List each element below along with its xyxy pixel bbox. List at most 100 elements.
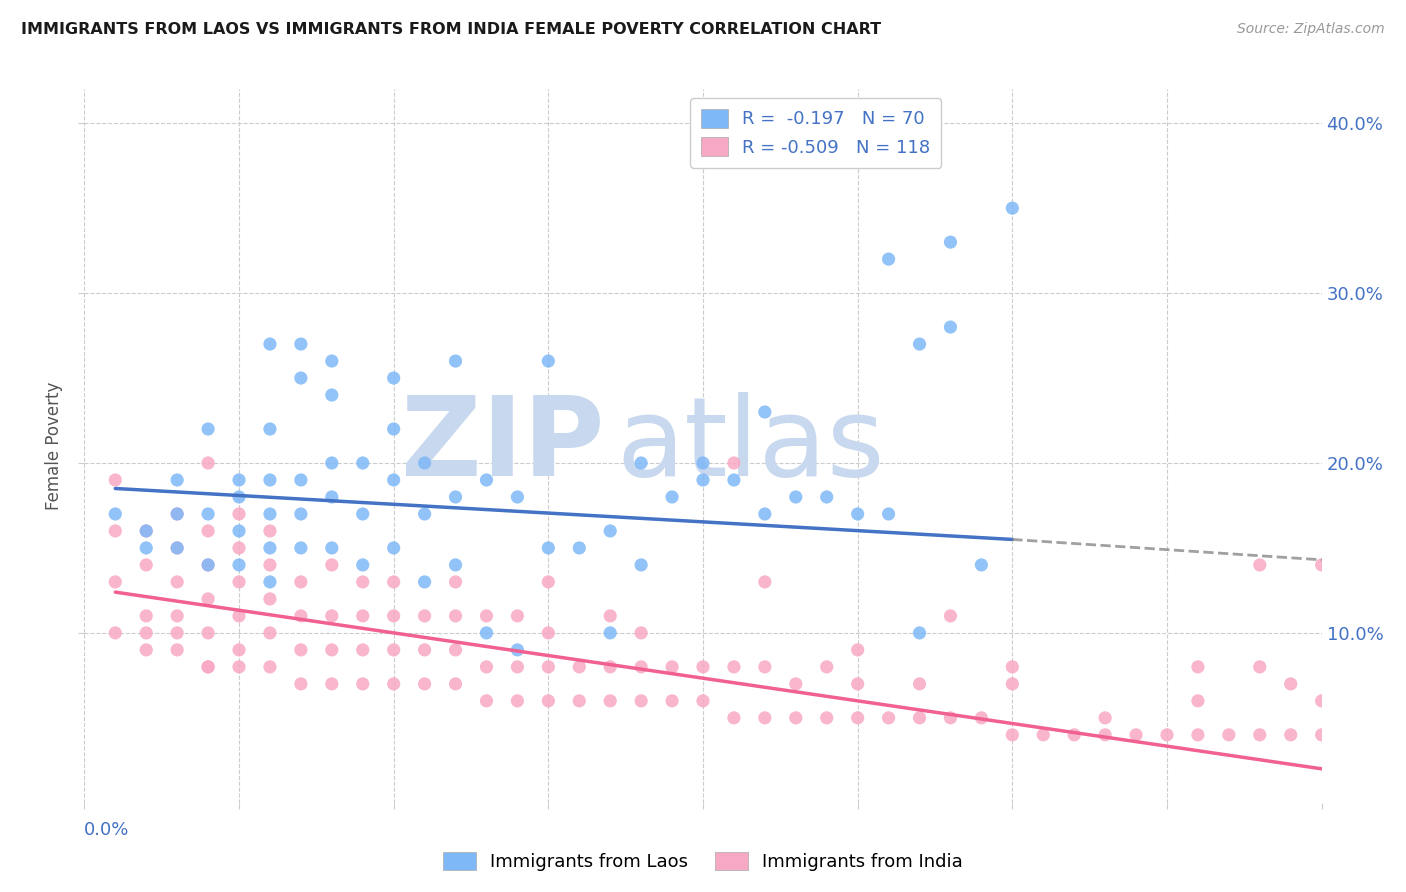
Point [568,694,591,708]
Point [166,507,188,521]
Point [259,473,281,487]
Point [166,473,188,487]
Point [1249,558,1271,572]
Point [166,608,188,623]
Point [290,677,312,691]
Text: IMMIGRANTS FROM LAOS VS IMMIGRANTS FROM INDIA FEMALE POVERTY CORRELATION CHART: IMMIGRANTS FROM LAOS VS IMMIGRANTS FROM … [21,22,882,37]
Point [661,490,683,504]
Point [1187,660,1209,674]
Point [444,643,467,657]
Point [135,626,157,640]
Point [630,626,652,640]
Point [939,235,962,249]
Point [352,558,374,572]
Point [228,490,250,504]
Point [197,660,219,674]
Point [413,608,436,623]
Point [259,626,281,640]
Point [599,608,621,623]
Point [104,524,127,538]
Point [197,456,219,470]
Point [166,643,188,657]
Point [1125,728,1147,742]
Point [228,541,250,555]
Point [846,507,869,521]
Point [413,643,436,657]
Legend: R =  -0.197   N = 70, R = -0.509   N = 118: R = -0.197 N = 70, R = -0.509 N = 118 [690,98,942,168]
Point [939,711,962,725]
Point [1279,677,1302,691]
Point [104,473,127,487]
Point [321,456,343,470]
Point [382,541,405,555]
Point [723,711,745,725]
Point [537,574,560,589]
Point [723,660,745,674]
Point [290,643,312,657]
Point [382,608,405,623]
Point [1094,711,1116,725]
Point [104,626,127,640]
Point [568,541,591,555]
Point [506,643,529,657]
Point [939,320,962,334]
Point [1094,728,1116,742]
Point [815,660,838,674]
Point [290,608,312,623]
Point [259,660,281,674]
Point [352,574,374,589]
Point [475,660,498,674]
Point [475,473,498,487]
Point [537,354,560,368]
Point [599,694,621,708]
Point [166,507,188,521]
Y-axis label: Female Poverty: Female Poverty [45,382,63,510]
Point [290,574,312,589]
Point [970,558,993,572]
Point [413,677,436,691]
Point [599,626,621,640]
Point [630,558,652,572]
Point [877,711,900,725]
Point [908,626,931,640]
Point [135,524,157,538]
Point [321,541,343,555]
Point [846,643,869,657]
Point [568,660,591,674]
Point [197,558,219,572]
Point [939,608,962,623]
Point [1063,728,1085,742]
Point [475,694,498,708]
Point [259,507,281,521]
Point [135,558,157,572]
Point [228,524,250,538]
Text: ZIP: ZIP [401,392,605,500]
Point [599,524,621,538]
Point [197,422,219,436]
Point [382,574,405,589]
Point [166,626,188,640]
Point [259,337,281,351]
Point [846,677,869,691]
Point [506,608,529,623]
Point [630,694,652,708]
Point [321,558,343,572]
Point [104,507,127,521]
Point [135,524,157,538]
Point [1249,728,1271,742]
Point [197,660,219,674]
Point [1001,677,1024,691]
Point [444,574,467,589]
Point [382,643,405,657]
Point [321,608,343,623]
Point [537,694,560,708]
Point [1218,728,1240,742]
Point [970,711,993,725]
Point [197,626,219,640]
Point [321,388,343,402]
Point [1187,694,1209,708]
Point [444,677,467,691]
Point [599,660,621,674]
Point [537,541,560,555]
Point [785,711,807,725]
